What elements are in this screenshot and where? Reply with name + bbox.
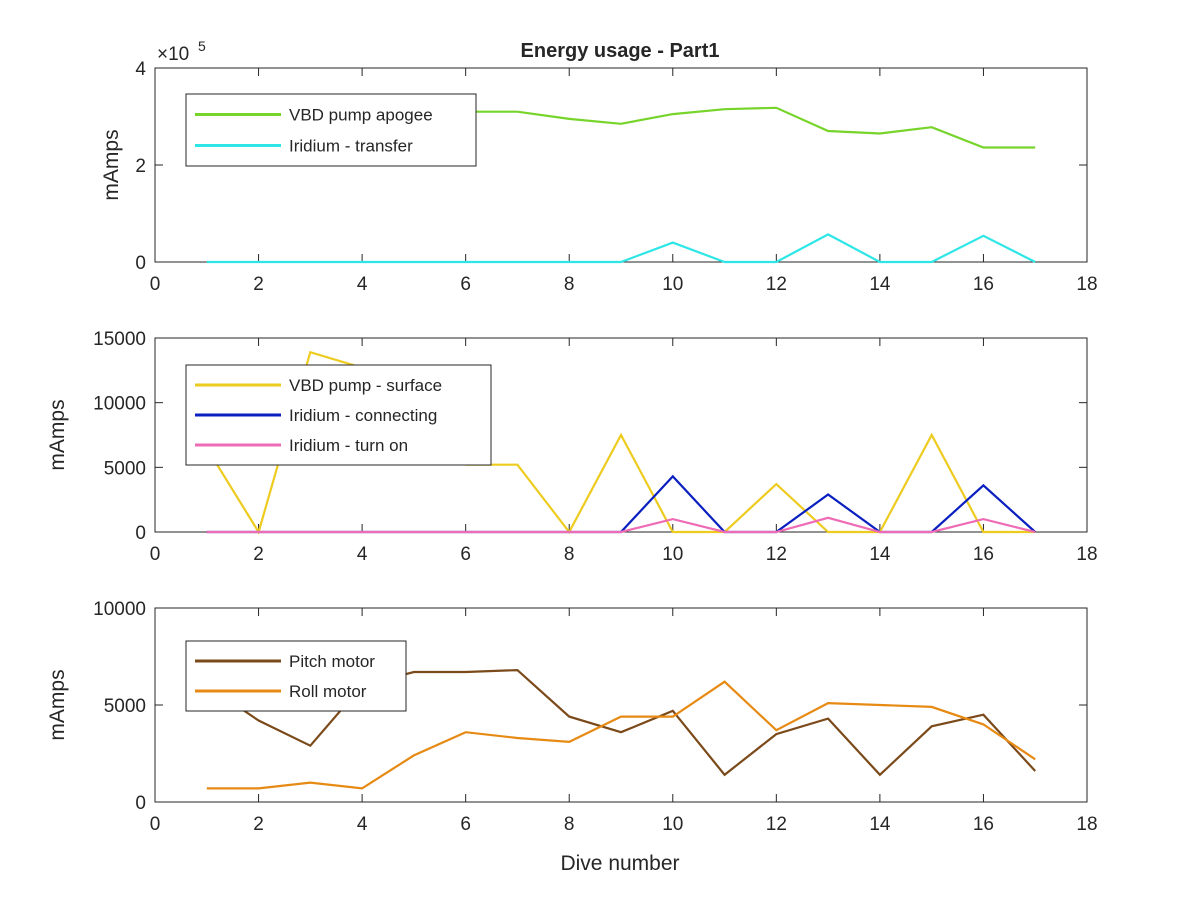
x-tick-label: 4 [357,274,368,295]
subplot-1: 0 2 4 6 8 10 12 14 16 18 0 2 4 ×10 5 mAmps VBD pump apog… [100,38,1098,295]
y-tick-label: 5000 [104,696,146,717]
x-tick-label: 12 [766,544,787,565]
x-tick-label: 16 [973,814,994,835]
figure-title: Energy usage - Part1 [521,40,720,62]
legend-entry: Pitch motor [289,652,375,671]
x-tick-label: 0 [150,814,161,835]
legend-entry: Iridium - transfer [289,137,413,156]
x-tick-label: 10 [662,274,683,295]
y-tick-label: 0 [135,253,146,274]
y-tick-label: 4 [135,59,146,80]
y-tick-label: 2 [135,156,146,177]
x-tick-label: 6 [460,814,471,835]
legend-entry: Iridium - turn on [289,436,408,455]
subplot-3: 0 2 4 6 8 10 12 14 16 18 0 5000 10000 mAmps Pitch moto… [46,599,1098,835]
x-tick-label: 12 [766,814,787,835]
x-tick-label: 18 [1076,274,1097,295]
x-tick-label: 14 [869,544,891,565]
series-line-2 [206,680,1036,790]
x-tick-label: 10 [662,814,683,835]
y-tick-label: 5000 [104,458,146,479]
legend-box [185,640,407,712]
y-exponent-power: 5 [198,38,206,54]
y-tick-label: 15000 [93,329,146,350]
x-tick-label: 2 [253,544,264,565]
y-axis-label: mAmps [46,669,69,740]
x-tick-label: 0 [150,544,161,565]
series-line-1 [205,350,1036,535]
x-tick-label: 6 [460,274,471,295]
legend-entry: VBD pump apogee [289,106,433,125]
subplot-2: 0 2 4 6 8 10 12 14 16 18 0 5000 10000 15000 mAmps VBD p… [46,329,1098,565]
x-tick-label: 4 [357,544,368,565]
legend-box [185,93,477,167]
x-tick-label: 14 [869,814,891,835]
x-tick-label: 12 [766,274,787,295]
x-tick-label: 10 [662,544,683,565]
legend-entry: Iridium - connecting [289,406,437,425]
x-tick-label: 8 [564,814,575,835]
y-tick-label: 0 [135,523,146,544]
series-line-2 [206,233,1036,264]
x-tick-label: 18 [1076,544,1097,565]
y-tick-label: 0 [135,793,146,814]
x-tick-label: 2 [253,274,264,295]
x-tick-label: 14 [869,274,891,295]
y-tick-label: 10000 [93,599,146,620]
series-line-3 [206,516,1036,534]
x-tick-label: 4 [357,814,368,835]
x-tick-label: 16 [973,544,994,565]
y-exponent-label: ×10 [157,44,189,65]
y-tick-label: 10000 [93,394,146,415]
x-tick-label: 8 [564,274,575,295]
x-tick-label: 16 [973,274,994,295]
legend-entry: Roll motor [289,682,367,701]
x-tick-label: 6 [460,544,471,565]
legend-entry: VBD pump - surface [289,376,442,395]
x-tick-label: 18 [1076,814,1097,835]
x-tick-label: 2 [253,814,264,835]
y-axis-label: mAmps [46,399,69,470]
x-tick-label: 8 [564,544,575,565]
x-axis-label: Dive number [560,852,679,875]
x-tick-label: 0 [150,274,161,295]
y-axis-label: mAmps [100,129,123,200]
